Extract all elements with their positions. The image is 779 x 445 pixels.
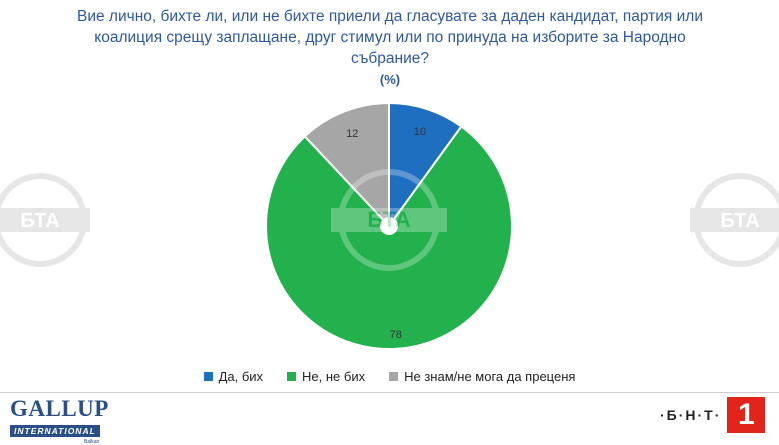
gallup-logo-tiny: Balkan xyxy=(84,439,100,445)
svg-text:БТА: БТА xyxy=(20,210,59,232)
legend-label-dont-know: Не знам/не мога да преценя xyxy=(404,369,576,384)
gallup-logo: GALLUP INTERNATIONAL Balkan xyxy=(10,396,120,445)
legend-swatch-dont-know xyxy=(389,372,399,381)
footer-divider xyxy=(0,392,779,393)
gallup-logo-word: GALLUP xyxy=(10,396,109,421)
title-line-1: Вие лично, бихте ли, или не бихте приели… xyxy=(77,8,703,25)
bnt1-logo: ·Б·Н·Т· 1 xyxy=(660,396,766,434)
title-line-2: коалиция срещу заплащане, друг стимул ил… xyxy=(94,29,686,67)
watermark-center: БТА xyxy=(331,169,447,271)
legend-swatch-no xyxy=(287,372,297,381)
data-label-dont-know: 12 xyxy=(346,128,358,140)
legend-label-yes: Да, бих xyxy=(218,369,264,384)
slice-no xyxy=(265,125,513,350)
bnt-logo-number: 1 xyxy=(727,397,766,433)
watermark-right: БТА xyxy=(690,173,779,267)
bnt-logo-text: ·Б·Н·Т· xyxy=(660,407,722,423)
gallup-logo-sub: INTERNATIONAL xyxy=(10,425,100,437)
legend-item-yes: Да, бих xyxy=(203,369,264,384)
chart-title: Вие лично, бихте ли, или не бихте приели… xyxy=(60,6,720,90)
data-label-yes: 10 xyxy=(414,126,426,138)
chart-legend: Да, бих Не, не бих Не знам/не мога да пр… xyxy=(0,369,779,384)
svg-text:БТА: БТА xyxy=(720,210,759,232)
legend-label-no: Не, не бих xyxy=(302,369,366,384)
unit-label: (%) xyxy=(379,72,401,87)
legend-item-no: Не, не бих xyxy=(287,369,365,384)
legend-item-dont-know: Не знам/не мога да преценя xyxy=(389,369,575,384)
watermark-left: БТА xyxy=(0,173,90,267)
slice-dont-know xyxy=(303,101,390,222)
legend-swatch-yes xyxy=(203,372,213,381)
slice-yes xyxy=(388,101,463,221)
data-label-no: 78 xyxy=(390,329,402,341)
svg-text:БТА: БТА xyxy=(367,207,410,232)
